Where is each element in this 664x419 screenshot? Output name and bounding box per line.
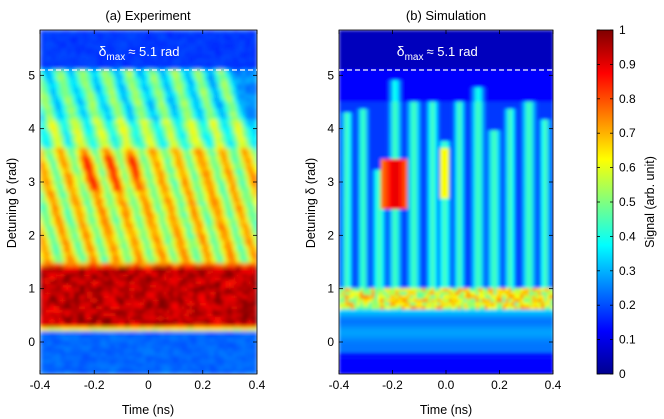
colorbar-ticks: 0 0.1 0.2 0.3 0.4 0.5 0.6 0.7 0.8 0.9 1 (597, 23, 636, 381)
colorbar-tick-label: 0.9 (619, 57, 636, 71)
panel-experiment: (a) Experiment -0.4 -0.2 0 0.2 0.4 0 1 2 3 4 5 δma… (5, 8, 266, 417)
simulation-heatmap (339, 30, 553, 374)
colorbar-tick-label: 0.8 (619, 92, 636, 106)
x-tick-label: -0.2 (84, 378, 105, 392)
panel-b-title: (b) Simulation (406, 8, 486, 23)
x-tick-label: 0.2 (491, 378, 508, 392)
panel-b-dmax-label: δmax ≈ 5.1 rad (397, 43, 478, 63)
x-tick-label: 0 (145, 378, 152, 392)
colorbar-tick-label: 0 (619, 367, 626, 381)
x-tick-label: 0.4 (249, 378, 266, 392)
colorbar-tick-label: 0.4 (619, 229, 636, 243)
colorbar-tick-label: 0.7 (619, 126, 636, 140)
colorbar-label: Signal (arb. unit) (643, 156, 657, 248)
panel-a-ticks: -0.4 -0.2 0 0.2 0.4 0 1 2 3 4 5 (28, 30, 266, 392)
colorbar-tick-label: 0.5 (619, 195, 636, 209)
x-tick-label: -0.4 (30, 378, 51, 392)
x-tick-label: -0.4 (329, 378, 350, 392)
y-tick-label: 1 (327, 282, 334, 296)
y-tick-label: 4 (327, 122, 334, 136)
y-tick-label: 0 (327, 335, 334, 349)
colorbar-tick-label: 1 (619, 23, 626, 37)
panel-a-xlabel: Time (ns) (122, 403, 174, 417)
colorbar-tick-label: 0.2 (619, 298, 636, 312)
panel-simulation: (b) Simulation -0.4 -0.2 0.0 0.2 0.4 0 1 2 3 4 5 δ… (304, 8, 562, 417)
y-tick-label: 5 (28, 68, 35, 82)
panel-a-dmax-label: δmax ≈ 5.1 rad (99, 43, 180, 63)
x-tick-label: -0.2 (382, 378, 403, 392)
y-tick-label: 4 (28, 122, 35, 136)
colorbar-tick-label: 0.3 (619, 264, 636, 278)
x-tick-label: 0.4 (545, 378, 562, 392)
panel-b-xlabel: Time (ns) (420, 403, 472, 417)
y-tick-label: 3 (327, 175, 334, 189)
y-tick-label: 0 (28, 335, 35, 349)
panel-a-title: (a) Experiment (105, 8, 191, 23)
y-tick-label: 1 (28, 282, 35, 296)
panel-a-ylabel: Detuning δ (rad) (5, 158, 19, 248)
panel-b-ticks: -0.4 -0.2 0.0 0.2 0.4 0 1 2 3 4 5 (327, 30, 562, 392)
x-tick-label: 0.0 (438, 378, 455, 392)
x-tick-label: 0.2 (194, 378, 211, 392)
y-tick-label: 5 (327, 68, 334, 82)
colorbar: 0 0.1 0.2 0.3 0.4 0.5 0.6 0.7 0.8 0.9 1 Signal (ar… (596, 23, 657, 381)
y-tick-label: 3 (28, 175, 35, 189)
y-tick-label: 2 (28, 228, 35, 242)
experiment-heatmap (40, 30, 257, 374)
panel-b-ylabel: Detuning δ (rad) (304, 158, 318, 248)
colorbar-tick-label: 0.6 (619, 161, 636, 175)
y-tick-label: 2 (327, 228, 334, 242)
colorbar-tick-label: 0.1 (619, 333, 636, 347)
